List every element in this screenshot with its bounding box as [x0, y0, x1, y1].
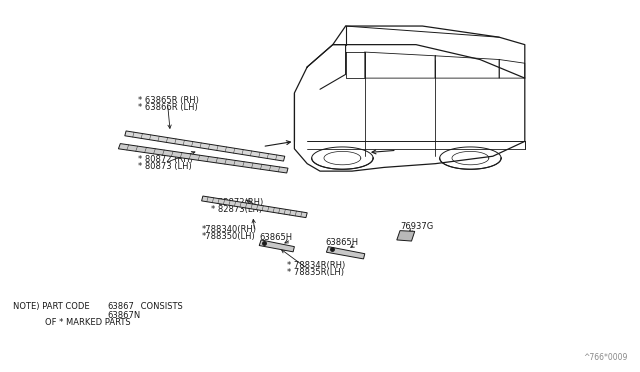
Polygon shape	[118, 144, 288, 173]
Text: NOTE) PART CODE: NOTE) PART CODE	[13, 302, 92, 311]
Text: * 82873(LH): * 82873(LH)	[211, 205, 262, 214]
Text: CONSISTS: CONSISTS	[138, 302, 182, 311]
Text: 63867: 63867	[108, 302, 134, 311]
Text: * 63866R (LH): * 63866R (LH)	[138, 103, 197, 112]
Text: 63865H: 63865H	[259, 233, 292, 242]
Text: *788350(LH): *788350(LH)	[202, 232, 255, 241]
Polygon shape	[259, 240, 294, 252]
Text: * 82872(RH): * 82872(RH)	[211, 198, 264, 207]
Text: * 80872 (RH): * 80872 (RH)	[138, 155, 193, 164]
Polygon shape	[397, 231, 415, 241]
Text: * 63865R (RH): * 63865R (RH)	[138, 96, 198, 105]
Text: 63867N: 63867N	[108, 311, 141, 320]
Text: OF * MARKED PARTS: OF * MARKED PARTS	[45, 318, 131, 327]
Text: ^766*0009: ^766*0009	[583, 353, 627, 362]
Polygon shape	[202, 196, 307, 218]
Text: *788340(RH): *788340(RH)	[202, 225, 257, 234]
Polygon shape	[326, 247, 365, 259]
Text: * 78834R(RH): * 78834R(RH)	[287, 262, 345, 270]
Polygon shape	[125, 131, 285, 161]
Text: 76937G: 76937G	[400, 222, 433, 231]
Text: 63865H: 63865H	[325, 238, 358, 247]
Text: * 78835R(LH): * 78835R(LH)	[287, 268, 344, 277]
Text: * 80873 (LH): * 80873 (LH)	[138, 162, 191, 171]
